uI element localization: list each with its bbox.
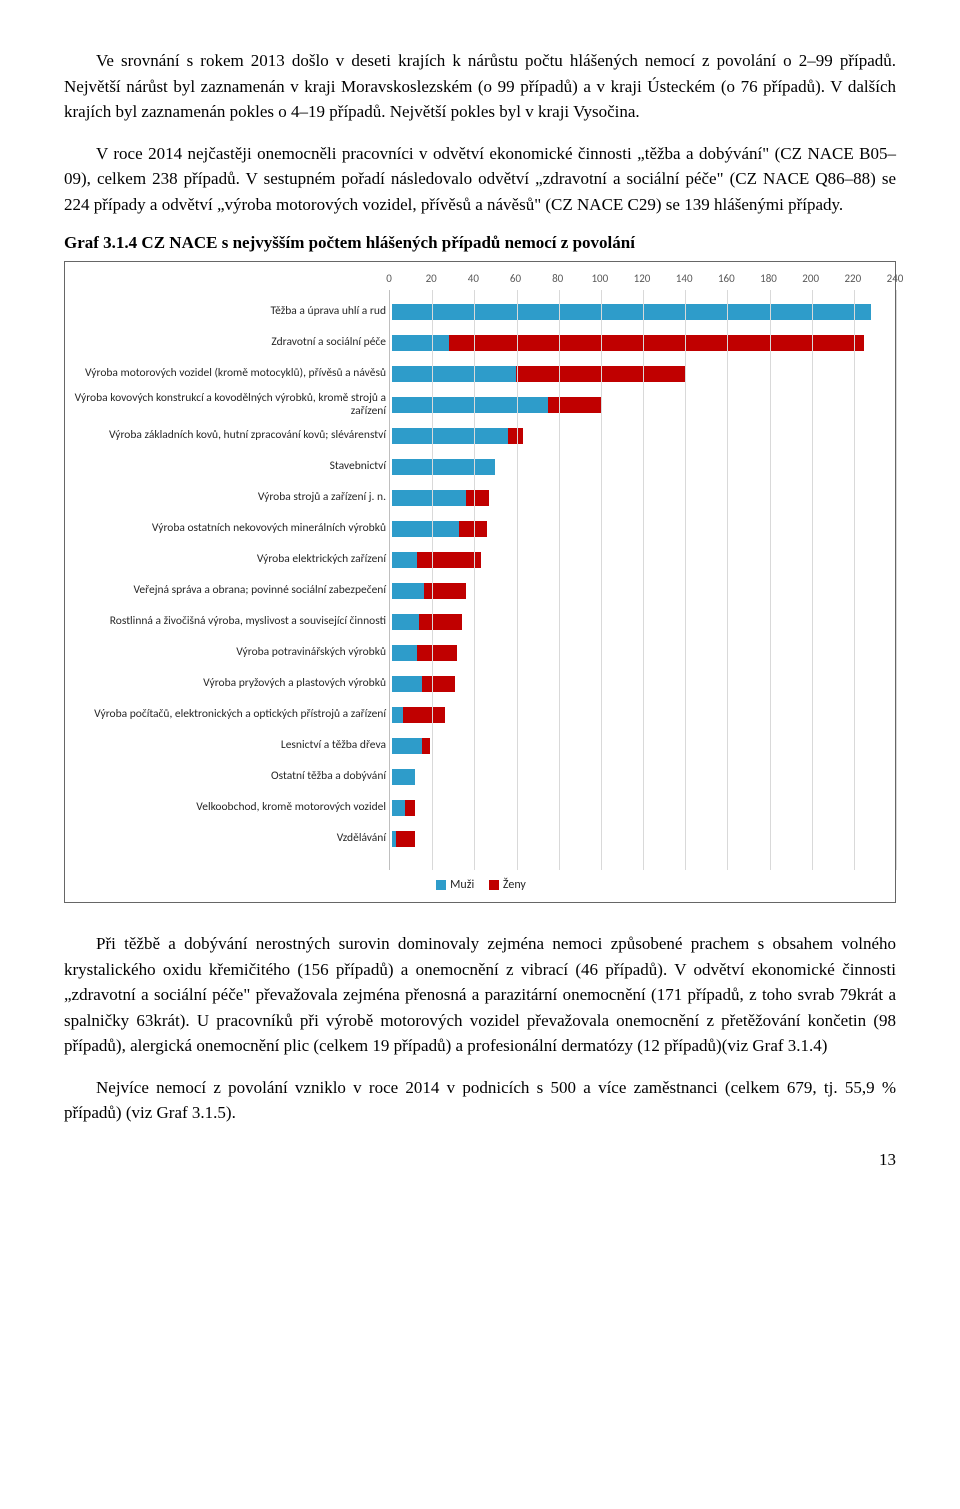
axis-tick: 140 <box>676 272 693 285</box>
bar-female <box>405 800 416 816</box>
axis-tick: 220 <box>844 272 861 285</box>
row-label: Výroba ostatních nekovových minerálních … <box>70 522 392 535</box>
bar-female <box>417 645 457 661</box>
row-label: Výroba potravinářských výrobků <box>70 646 392 659</box>
row-label: Výroba elektrických zařízení <box>70 553 392 566</box>
paragraph-4: Nejvíce nemocí z povolání vzniklo v roce… <box>64 1075 896 1126</box>
bar-male <box>392 583 424 599</box>
row-label: Výroba základních kovů, hutní zpracování… <box>70 429 392 442</box>
axis-tick: 200 <box>802 272 819 285</box>
bar-female <box>419 614 461 630</box>
table-row: Výroba motorových vozidel (kromě motocyk… <box>70 358 896 389</box>
axis-tick: 40 <box>468 272 479 285</box>
bar-female <box>466 490 489 506</box>
bar-female <box>422 676 456 692</box>
legend-swatch-male <box>436 880 446 890</box>
axis-tick: 60 <box>510 272 521 285</box>
table-row: Velkoobchod, kromě motorových vozidel <box>70 792 896 823</box>
row-label: Vzdělávání <box>70 832 392 845</box>
chart-legend: Muži Ženy <box>69 878 881 892</box>
bar-male <box>392 614 419 630</box>
bar-male <box>392 552 417 568</box>
chart-plot-area: Těžba a úprava uhlí a rudZdravotní a soc… <box>389 290 896 870</box>
axis-tick: 180 <box>760 272 777 285</box>
table-row: Rostlinná a živočišná výroba, myslivost … <box>70 606 896 637</box>
table-row: Výroba elektrických zařízení <box>70 544 896 575</box>
axis-tick: 120 <box>634 272 651 285</box>
row-label: Velkoobchod, kromě motorových vozidel <box>70 801 392 814</box>
table-row: Veřejná správa a obrana; povinné sociáln… <box>70 575 896 606</box>
bar-male <box>392 397 548 413</box>
row-label: Stavebnictví <box>70 460 392 473</box>
page-number: 13 <box>64 1150 896 1170</box>
chart-rows: Těžba a úprava uhlí a rud Zdravotní a soc… <box>70 296 896 854</box>
table-row: Výroba ostatních nekovových minerálních … <box>70 513 896 544</box>
bar-female <box>422 738 430 754</box>
bar-male <box>392 490 466 506</box>
row-label: Zdravotní a sociální péče <box>70 336 392 349</box>
bar-female <box>417 552 480 568</box>
bar-male <box>392 645 417 661</box>
axis-tick: 80 <box>552 272 563 285</box>
bar-male <box>392 769 415 785</box>
bar-female <box>403 707 445 723</box>
table-row: Výroba kovových konstrukcí a kovodělných… <box>70 389 896 420</box>
table-row: Těžba a úprava uhlí a rud <box>70 296 896 327</box>
bar-male <box>392 366 516 382</box>
row-label: Výroba motorových vozidel (kromě motocyk… <box>70 367 392 380</box>
table-row: Výroba potravinářských výrobků <box>70 637 896 668</box>
table-row: Výroba základních kovů, hutní zpracování… <box>70 420 896 451</box>
bar-female <box>424 583 466 599</box>
chart-title: Graf 3.1.4 CZ NACE s nejvyšším počtem hl… <box>64 233 896 253</box>
paragraph-2: V roce 2014 nejčastěji onemocněli pracov… <box>64 141 896 218</box>
table-row: Zdravotní a sociální péče <box>70 327 896 358</box>
bar-female <box>459 521 486 537</box>
paragraph-1: Ve srovnání s rokem 2013 došlo v deseti … <box>64 48 896 125</box>
legend-swatch-female <box>489 880 499 890</box>
row-label: Lesnictví a těžba dřeva <box>70 739 392 752</box>
chart-x-axis: 020406080100120140160180200220240 <box>389 272 895 290</box>
legend-label-male: Muži <box>450 878 474 892</box>
chart-container: 020406080100120140160180200220240 Těžba … <box>64 261 896 903</box>
axis-tick: 100 <box>591 272 608 285</box>
row-label: Výroba pryžových a plastových výrobků <box>70 677 392 690</box>
table-row: Výroba pryžových a plastových výrobků <box>70 668 896 699</box>
bar-female <box>508 428 523 444</box>
row-label: Výroba strojů a zařízení j. n. <box>70 491 392 504</box>
row-label: Rostlinná a živočišná výroba, myslivost … <box>70 615 392 628</box>
row-label: Výroba kovových konstrukcí a kovodělných… <box>70 392 392 417</box>
bar-male <box>392 707 403 723</box>
row-label: Výroba počítačů, elektronických a optick… <box>70 708 392 721</box>
axis-tick: 240 <box>887 272 904 285</box>
bar-male <box>392 800 405 816</box>
bar-male <box>392 738 422 754</box>
bar-male <box>392 428 508 444</box>
bar-male <box>392 676 422 692</box>
table-row: Vzdělávání <box>70 823 896 854</box>
bar-male <box>392 459 495 475</box>
axis-tick: 160 <box>718 272 735 285</box>
axis-tick: 0 <box>386 272 392 285</box>
bar-female <box>548 397 601 413</box>
bar-male <box>392 521 459 537</box>
paragraph-3: Při těžbě a dobývání nerostných surovin … <box>64 931 896 1059</box>
bar-female <box>449 335 864 351</box>
bar-female <box>396 831 415 847</box>
row-label: Veřejná správa a obrana; povinné sociáln… <box>70 584 392 597</box>
table-row: Ostatní těžba a dobývání <box>70 761 896 792</box>
bar-male <box>392 304 871 320</box>
axis-tick: 20 <box>426 272 437 285</box>
row-label: Ostatní těžba a dobývání <box>70 770 392 783</box>
legend-label-female: Ženy <box>503 878 526 892</box>
table-row: Výroba strojů a zařízení j. n. <box>70 482 896 513</box>
row-label: Těžba a úprava uhlí a rud <box>70 305 392 318</box>
table-row: Stavebnictví <box>70 451 896 482</box>
table-row: Výroba počítačů, elektronických a optick… <box>70 699 896 730</box>
table-row: Lesnictví a těžba dřeva <box>70 730 896 761</box>
bar-male <box>392 335 449 351</box>
